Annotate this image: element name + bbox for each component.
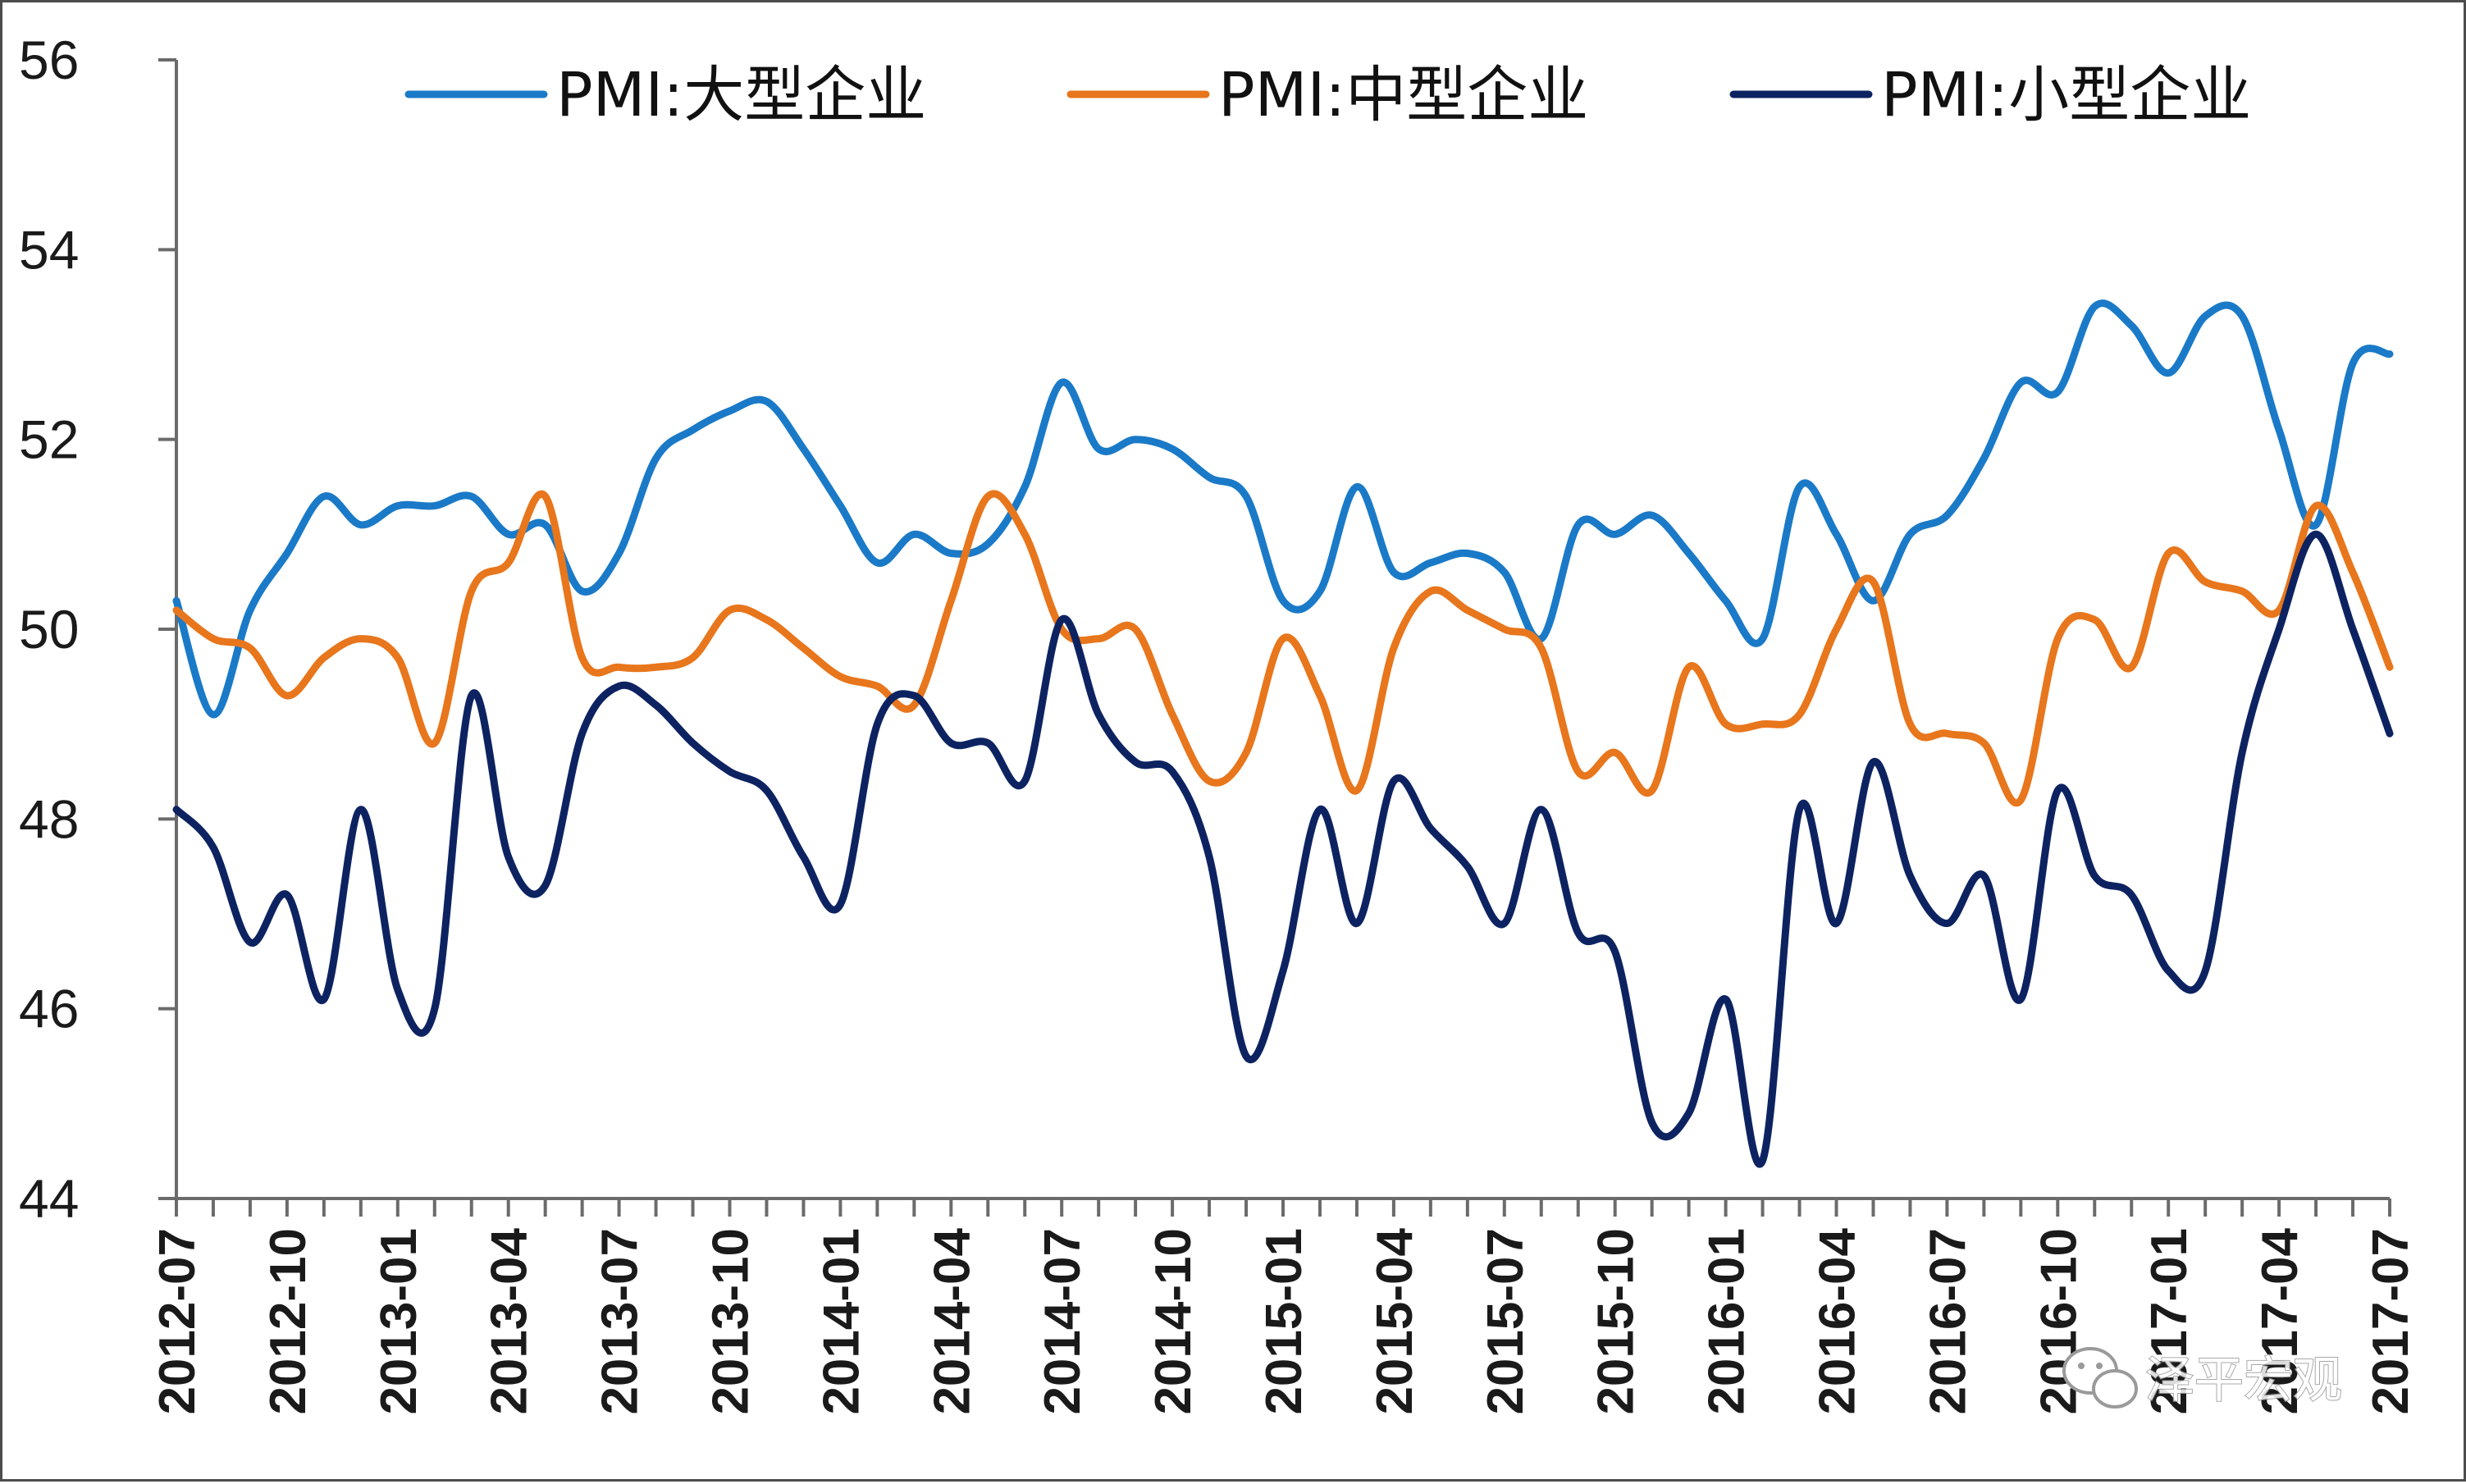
x-tick-label-group: 2012-07 [149,1228,206,1415]
legend: PMI:大型企业 PMI:中型企业 PMI:小型企业 [404,60,2251,130]
x-tick-label-group: 2017-01 [2141,1228,2198,1415]
y-tick-label: 48 [19,788,79,849]
y-tick-label: 50 [19,599,79,660]
x-tick-label: 2013-10 [703,1228,760,1415]
x-tick-label: 2015-07 [1477,1228,1534,1415]
series-line-large [172,299,2394,719]
x-tick-label: 2015-01 [1256,1228,1313,1415]
x-tick-label-group: 2016-07 [1920,1228,1976,1415]
x-tick-label: 2015-04 [1367,1227,1423,1414]
x-tick-label: 2016-01 [1699,1228,1756,1415]
x-tick-label-group: 2017-07 [2363,1228,2419,1415]
x-tick-label-group: 2013-10 [703,1228,760,1415]
x-tick-label-group: 2015-10 [1588,1228,1645,1415]
y-tick-label: 52 [19,409,79,470]
x-tick-label-group: 2017-04 [2252,1227,2308,1414]
x-tick-label: 2012-07 [149,1228,206,1415]
series-line-medium [172,490,2394,807]
x-tick-label: 2016-04 [1810,1227,1866,1414]
x-tick-label-group: 2014-10 [1145,1228,1202,1415]
x-tick-label: 2014-10 [1145,1228,1202,1415]
watermark-text: 泽平宏观 [2145,1352,2342,1409]
y-tick-label: 54 [19,219,79,280]
x-tick-label: 2017-07 [2363,1228,2419,1415]
x-tick-label: 2013-07 [592,1228,649,1415]
x-tick-label: 2013-01 [371,1228,427,1415]
legend-label: PMI:小型企业 [1881,60,2251,130]
x-tick-label-group: 2014-01 [813,1228,870,1415]
x-tick-label-group: 2015-07 [1477,1228,1534,1415]
x-tick-label-group: 2015-01 [1256,1228,1313,1415]
x-tick-label: 2017-01 [2141,1228,2198,1415]
watermark: 泽平宏观 [2062,1347,2343,1410]
x-tick-label-group: 2016-01 [1699,1228,1756,1415]
x-tick-label: 2013-04 [482,1227,538,1414]
x-tick-label-group: 2016-04 [1810,1227,1866,1414]
x-tick-label: 2014-04 [924,1227,980,1414]
x-tick-label-group: 2013-04 [482,1227,538,1414]
y-tick-label: 44 [19,1168,79,1229]
x-tick-label-group: 2013-01 [371,1228,427,1415]
series-line-small [172,530,2394,1168]
y-tick-label: 56 [19,30,79,90]
x-tick-label-group: 2013-07 [592,1228,649,1415]
x-tick-label: 2015-10 [1588,1228,1645,1415]
x-tick-label-group: 2012-10 [260,1228,317,1415]
x-tick-label: 2014-07 [1034,1228,1091,1415]
x-tick-label-group: 2015-04 [1367,1227,1423,1414]
legend-label: PMI:大型企业 [556,60,926,130]
x-tick-label: 2012-10 [260,1228,317,1415]
x-tick-label: 2016-07 [1920,1228,1976,1415]
series-lines [172,299,2394,1168]
x-tick-label: 2014-01 [813,1228,870,1415]
x-tick-label-group: 2014-07 [1034,1228,1091,1415]
y-tick-label: 46 [19,979,79,1039]
axes: 44 46 48 50 52 54 56 2012-07 2012-10 2013-01 2013-… [19,30,2419,1415]
wechat-icon [2062,1347,2138,1409]
x-tick-label-group: 2014-04 [924,1227,980,1414]
x-tick-label: 2017-04 [2252,1227,2308,1414]
legend-label: PMI:中型企业 [1218,60,1588,130]
